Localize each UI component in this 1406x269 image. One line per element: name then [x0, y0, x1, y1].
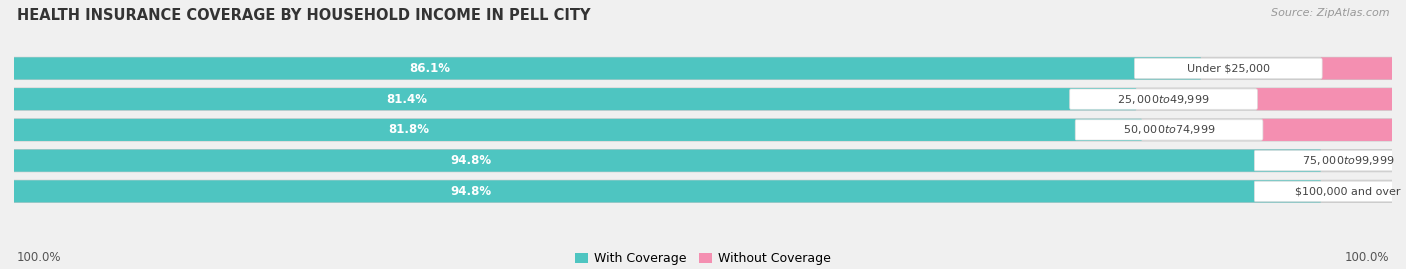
FancyBboxPatch shape — [14, 150, 1392, 172]
Text: $50,000 to $74,999: $50,000 to $74,999 — [1123, 123, 1215, 136]
Text: $100,000 and over: $100,000 and over — [1295, 186, 1400, 196]
Text: 81.8%: 81.8% — [388, 123, 429, 136]
Text: $25,000 to $49,999: $25,000 to $49,999 — [1118, 93, 1209, 106]
FancyBboxPatch shape — [1076, 120, 1263, 140]
Text: $75,000 to $99,999: $75,000 to $99,999 — [1302, 154, 1395, 167]
Text: 81.4%: 81.4% — [387, 93, 427, 106]
FancyBboxPatch shape — [1254, 150, 1406, 171]
FancyBboxPatch shape — [1261, 119, 1406, 141]
FancyBboxPatch shape — [14, 150, 1322, 172]
Text: 94.8%: 94.8% — [451, 185, 492, 198]
Text: 100.0%: 100.0% — [17, 251, 62, 264]
Text: 86.1%: 86.1% — [409, 62, 450, 75]
Text: 100.0%: 100.0% — [1344, 251, 1389, 264]
Legend: With Coverage, Without Coverage: With Coverage, Without Coverage — [575, 252, 831, 265]
FancyBboxPatch shape — [1135, 58, 1322, 79]
FancyBboxPatch shape — [1254, 181, 1406, 201]
FancyBboxPatch shape — [1070, 89, 1257, 109]
Text: 94.8%: 94.8% — [451, 154, 492, 167]
FancyBboxPatch shape — [14, 119, 1142, 141]
Text: Under $25,000: Under $25,000 — [1187, 63, 1270, 73]
Text: Source: ZipAtlas.com: Source: ZipAtlas.com — [1271, 8, 1389, 18]
FancyBboxPatch shape — [14, 88, 1392, 110]
Text: HEALTH INSURANCE COVERAGE BY HOUSEHOLD INCOME IN PELL CITY: HEALTH INSURANCE COVERAGE BY HOUSEHOLD I… — [17, 8, 591, 23]
FancyBboxPatch shape — [14, 180, 1322, 203]
FancyBboxPatch shape — [14, 57, 1201, 79]
FancyBboxPatch shape — [14, 57, 1392, 79]
FancyBboxPatch shape — [1320, 57, 1406, 79]
FancyBboxPatch shape — [14, 119, 1392, 141]
FancyBboxPatch shape — [1256, 88, 1406, 110]
FancyBboxPatch shape — [14, 88, 1136, 110]
FancyBboxPatch shape — [14, 180, 1392, 203]
